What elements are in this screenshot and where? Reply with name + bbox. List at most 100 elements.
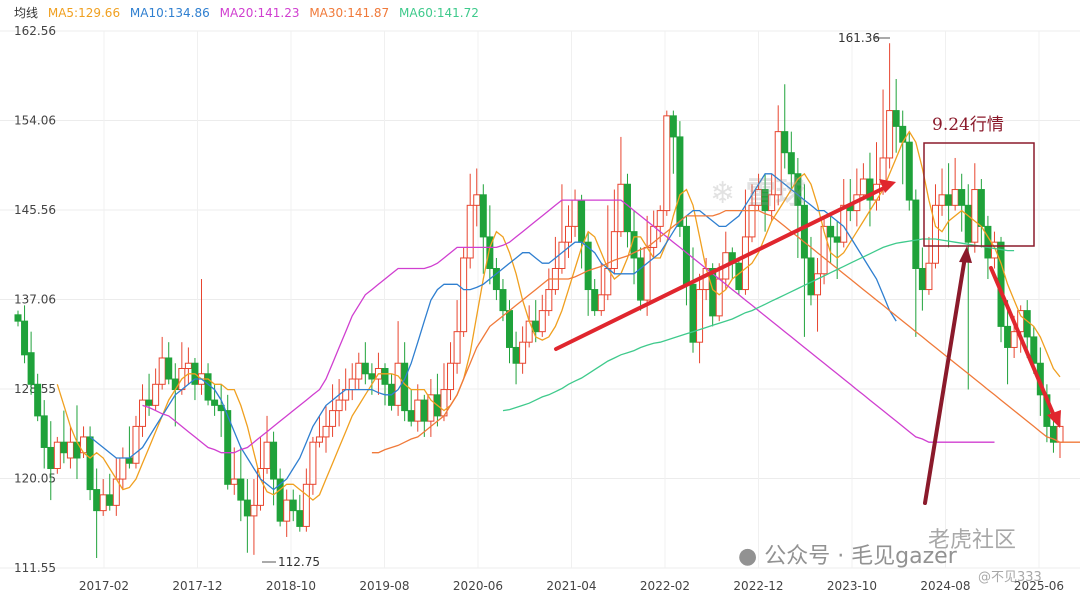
- candle-up: [99, 494, 107, 512]
- candle-up: [309, 441, 317, 485]
- wechat-icon: ●: [738, 544, 758, 569]
- candle-down: [486, 236, 494, 269]
- candle-down: [905, 141, 913, 201]
- candle-up: [355, 362, 363, 380]
- candle-up: [748, 204, 756, 238]
- candle-up: [564, 225, 572, 243]
- candle-up: [414, 399, 422, 422]
- candle-down: [289, 499, 297, 512]
- candle-up: [329, 410, 337, 427]
- candle-up: [571, 199, 579, 227]
- candle-down: [584, 241, 592, 291]
- candles: [14, 43, 1064, 558]
- candle-down: [578, 199, 586, 243]
- x-tick-label: 2019-08: [359, 579, 409, 593]
- candle-down: [918, 267, 926, 291]
- candle-up: [283, 499, 291, 522]
- candle-up: [1056, 425, 1064, 443]
- candle-up: [453, 331, 461, 364]
- candle-down: [964, 204, 972, 243]
- legend-ma60: MA60:141.72: [399, 6, 479, 20]
- candle-down: [623, 183, 631, 233]
- candle-up: [322, 425, 330, 438]
- x-tick-label: 2022-12: [733, 579, 783, 593]
- candle-up: [820, 225, 828, 275]
- candle-down: [21, 320, 29, 356]
- candle-down: [204, 373, 212, 401]
- candle-up: [597, 294, 605, 312]
- candle-up: [617, 183, 625, 233]
- highlight-box: [923, 142, 1035, 247]
- downtrend-arrow: [989, 266, 1057, 420]
- x-tick-label: 2022-02: [640, 579, 690, 593]
- candle-up: [814, 273, 822, 296]
- candle-up: [158, 357, 166, 385]
- legend-ma10: MA10:134.86: [129, 6, 210, 20]
- candle-up: [938, 194, 946, 206]
- candle-up: [656, 210, 664, 227]
- candle-down: [401, 362, 409, 412]
- wechat-text: 公众号 · 毛见gazer: [764, 544, 957, 569]
- candle-up: [525, 320, 533, 343]
- x-tick-label: 2023-10: [827, 579, 877, 593]
- candle-up: [696, 289, 704, 343]
- candle-down: [224, 410, 232, 485]
- candle-down: [420, 399, 428, 422]
- candle-up: [774, 131, 782, 196]
- candle-up: [302, 483, 310, 527]
- ma-line-ma5: [56, 130, 1061, 501]
- candle-down: [125, 457, 133, 464]
- candle-up: [886, 110, 894, 159]
- candle-up: [859, 178, 867, 196]
- candle-down: [532, 320, 540, 333]
- candle-down: [977, 189, 985, 227]
- candle-down: [794, 173, 802, 206]
- candle-down: [296, 510, 304, 527]
- x-tick-label: 2020-06: [453, 579, 503, 593]
- ma-legend: 均线 MA5:129.66 MA10:134.86 MA20:141.23 MA…: [14, 4, 485, 21]
- candle-up: [990, 241, 998, 259]
- candle-down: [591, 289, 599, 312]
- ma-line-ma20: [142, 199, 995, 454]
- x-tick-label: 2025-06: [1014, 579, 1064, 593]
- candle-down: [958, 189, 966, 206]
- candle-down: [368, 373, 376, 380]
- candle-down: [984, 225, 992, 259]
- ma-line-ma30: [371, 209, 1080, 454]
- candle-up: [466, 204, 474, 259]
- candle-up: [394, 362, 402, 406]
- candle-up: [447, 362, 455, 391]
- candle-down: [276, 478, 284, 522]
- candle-down: [689, 283, 697, 343]
- candle-up: [427, 394, 435, 422]
- y-axis: 162.56154.06145.56137.06128.55120.05111.…: [14, 24, 56, 575]
- wechat-watermark: ● 公众号 · 毛见gazer: [738, 538, 957, 570]
- candle-down: [781, 131, 789, 154]
- candle-down: [27, 352, 35, 385]
- candle-down: [145, 399, 153, 406]
- candle-down: [682, 225, 690, 285]
- x-axis: 2017-02 2017-12 2018-10 2019-08 2020-06 2021-…: [79, 579, 1064, 593]
- candle-up: [460, 257, 468, 333]
- legend-ma20: MA20:141.23: [219, 6, 300, 20]
- candle-up: [768, 194, 776, 212]
- ma-line-ma60: [502, 238, 1015, 412]
- y-tick-label: 120.05: [14, 472, 56, 486]
- candle-up: [715, 278, 723, 317]
- annotations: 161.36 112.75 9.24行情: [262, 31, 1061, 569]
- candle-up: [663, 115, 671, 212]
- candle-up: [741, 236, 749, 291]
- candle-down: [833, 236, 841, 243]
- candle-up: [315, 436, 323, 443]
- candle-down: [807, 257, 815, 296]
- x-tick-label: 2021-04: [546, 579, 596, 593]
- candle-up: [643, 246, 651, 301]
- candle-up: [152, 383, 160, 406]
- candle-down: [171, 378, 179, 391]
- candle-down: [945, 194, 953, 206]
- candle-up: [132, 425, 140, 464]
- candle-up: [53, 441, 61, 470]
- user-text: @不见333: [978, 570, 1042, 585]
- candle-up: [230, 478, 238, 485]
- candle-up: [925, 262, 933, 291]
